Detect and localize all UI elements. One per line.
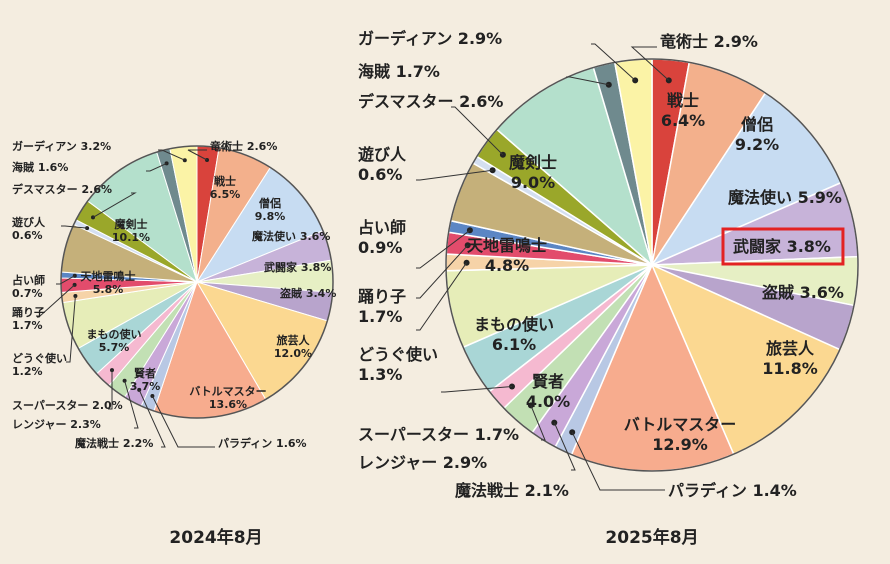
leader-line-踊り子 — [36, 284, 75, 317]
label-僧侶: 僧侶 9.2% — [735, 115, 779, 154]
highlight-box — [721, 227, 845, 266]
pie-chart-2024: 竜術士 2.6% 戦士 6.5% 僧侶 9.8% 魔法使い 3.6% 武闘家 3.8% 盗賊 … — [12, 139, 336, 450]
label-魔剣士: 魔剣士 9.0% — [509, 153, 557, 192]
leader-line-デスマスター — [451, 106, 504, 156]
label-盗賊: 盗賊 3.6% — [762, 283, 844, 302]
leader-line-占い師 — [56, 275, 76, 285]
label-魔法戦士: 魔法戦士 2.1% — [455, 481, 569, 500]
label-竜術士: 竜術士 2.9% — [660, 32, 758, 51]
leader-line-パラディン — [151, 395, 215, 448]
caption-2024: 2024年8月 — [169, 527, 262, 548]
label-竜術士: 竜術士 2.6% — [210, 139, 277, 153]
leader-line-海賊 — [566, 76, 609, 86]
leader-line-占い師 — [416, 229, 471, 269]
leader-line-魔法戦士 — [138, 389, 166, 448]
leader-line-どうぐ使い — [416, 262, 468, 331]
label-占い師: 占い師 0.7% — [12, 273, 45, 300]
leader-line-海賊 — [146, 162, 167, 172]
leader-line-遊び人 — [61, 225, 88, 229]
label-デスマスター: デスマスター 2.6% — [358, 92, 503, 111]
pie-chart-2025: 竜術士 2.9% 戦士 6.4% 僧侶 9.2% 魔法使い 5.9% 武闘家 3.8% 盗賊 … — [358, 29, 859, 500]
label-パラディン: パラディン 1.6% — [218, 436, 307, 450]
label-天地雷鳴士: 天地雷鳴士 5.8% — [81, 269, 136, 296]
label-占い師: 占い師 0.9% — [358, 218, 406, 257]
label-海賊: 海賊 1.7% — [358, 62, 440, 81]
label-戦士: 戦士 6.5% — [210, 174, 241, 201]
label-魔法戦士: 魔法戦士 2.2% — [75, 436, 153, 450]
pie-outline — [60, 145, 334, 419]
label-スーパースター: スーパースター 2.0% — [12, 399, 123, 412]
label-旅芸人: 旅芸人 11.8% — [762, 339, 818, 378]
label-レンジャー: レンジャー 2.9% — [358, 453, 487, 472]
label-戦士: 戦士 6.4% — [661, 91, 705, 130]
label-レンジャー: レンジャー 2.3% — [12, 418, 101, 431]
label-バトルマスター: バトルマスター 12.9% — [624, 415, 736, 454]
leader-line-ガーディアン — [591, 43, 636, 81]
leader-line-レンジャー — [124, 380, 139, 429]
label-デスマスター: デスマスター 2.6% — [12, 182, 112, 196]
label-パラディン: パラディン 1.4% — [668, 481, 797, 500]
pie-outline — [445, 58, 859, 472]
label-遊び人: 遊び人 0.6% — [358, 145, 407, 184]
label-旅芸人: 旅芸人 12.0% — [274, 333, 312, 360]
leader-line-デスマスター — [92, 192, 137, 218]
label-どうぐ使い: どうぐ使い 1.2% — [12, 351, 67, 378]
label-魔法使い: 魔法使い 3.6% — [252, 229, 330, 243]
leader-line-レンジャー — [530, 405, 546, 441]
label-バトルマスター: バトルマスター 13.6% — [189, 385, 266, 411]
label-どうぐ使い: どうぐ使い 1.3% — [358, 345, 438, 384]
leader-line-ガーディアン — [158, 149, 186, 161]
leader-line-遊び人 — [416, 169, 493, 181]
leader-line-スーパースター — [441, 386, 513, 393]
leader-line-どうぐ使い — [66, 295, 76, 363]
label-武闘家: 武闘家 3.8% — [733, 237, 831, 256]
label-賢者: 賢者 3.7% — [130, 366, 161, 393]
label-ガーディアン: ガーディアン 2.9% — [358, 29, 502, 48]
leader-line-スーパースター — [108, 370, 113, 410]
caption-2025: 2025年8月 — [605, 527, 698, 548]
label-ガーディアン: ガーディアン 3.2% — [12, 139, 111, 153]
label-盗賊: 盗賊 3.4% — [280, 286, 336, 300]
leader-line-パラディン — [571, 432, 665, 491]
leader-line-竜術士 — [630, 46, 670, 81]
label-天地雷鳴士: 天地雷鳴士 4.8% — [467, 236, 547, 275]
leader-line-踊り子 — [416, 244, 469, 299]
label-僧侶: 僧侶 9.8% — [255, 196, 286, 223]
leader-line-竜術士 — [187, 149, 208, 161]
label-スーパースター: スーパースター 1.7% — [358, 425, 519, 444]
label-踊り子: 踊り子 1.7% — [358, 287, 406, 326]
label-まもの使い: まもの使い 5.7% — [87, 327, 142, 354]
label-賢者: 賢者 4.0% — [526, 372, 570, 411]
label-踊り子: 踊り子 1.7% — [12, 306, 45, 332]
leader-line-魔法戦士 — [553, 422, 576, 471]
label-魔法使い: 魔法使い 5.9% — [728, 188, 842, 207]
label-武闘家: 武闘家 3.8% — [264, 260, 331, 274]
label-魔剣士: 魔剣士 10.1% — [112, 217, 150, 244]
label-まもの使い: まもの使い 6.1% — [474, 315, 554, 354]
label-遊び人: 遊び人 0.6% — [12, 215, 46, 242]
label-海賊: 海賊 1.6% — [12, 160, 68, 174]
